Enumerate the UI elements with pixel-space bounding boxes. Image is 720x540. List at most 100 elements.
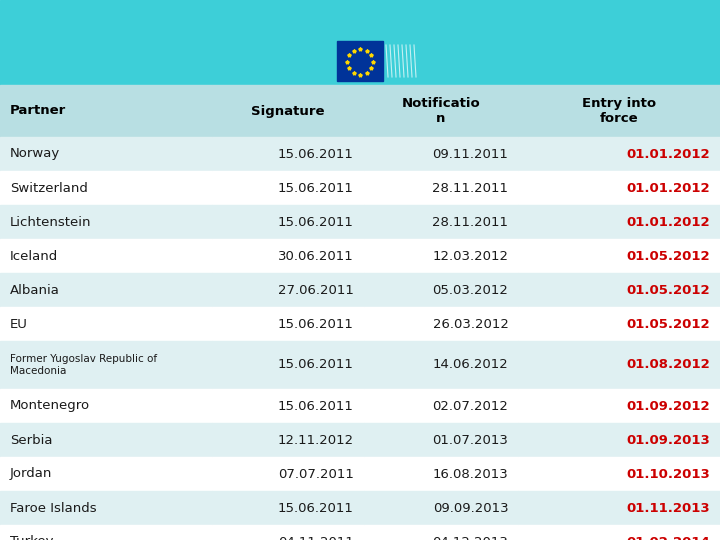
- Bar: [0, 0, 720, 85]
- Bar: [518, 171, 720, 205]
- Text: 01.05.2012: 01.05.2012: [626, 284, 710, 296]
- Bar: [0, 457, 212, 491]
- Bar: [364, 205, 518, 239]
- Bar: [0, 273, 212, 307]
- Bar: [518, 389, 720, 423]
- Text: Switzerland: Switzerland: [10, 181, 88, 194]
- Text: Faroe Islands: Faroe Islands: [10, 502, 96, 515]
- Text: 12.03.2012: 12.03.2012: [433, 249, 508, 262]
- Text: 01.02.2014: 01.02.2014: [626, 536, 710, 540]
- Text: Montenegro: Montenegro: [10, 400, 90, 413]
- Bar: [364, 273, 518, 307]
- Text: Jordan: Jordan: [10, 468, 53, 481]
- Bar: [212, 457, 364, 491]
- Bar: [0, 423, 212, 457]
- Bar: [364, 457, 518, 491]
- Text: 02.07.2012: 02.07.2012: [433, 400, 508, 413]
- Bar: [212, 491, 364, 525]
- Text: 15.06.2011: 15.06.2011: [278, 147, 354, 160]
- Text: 09.11.2011: 09.11.2011: [433, 147, 508, 160]
- Bar: [364, 171, 518, 205]
- Bar: [518, 341, 720, 389]
- Bar: [0, 307, 212, 341]
- Bar: [0, 389, 212, 423]
- Bar: [212, 423, 364, 457]
- Text: 09.09.2013: 09.09.2013: [433, 502, 508, 515]
- Text: Norway: Norway: [10, 147, 60, 160]
- Bar: [0, 341, 212, 389]
- Bar: [364, 239, 518, 273]
- Text: 01.09.2013: 01.09.2013: [626, 434, 710, 447]
- Text: 05.03.2012: 05.03.2012: [433, 284, 508, 296]
- Bar: [212, 273, 364, 307]
- Text: 01.08.2012: 01.08.2012: [626, 359, 710, 372]
- Text: 14.06.2012: 14.06.2012: [433, 359, 508, 372]
- Bar: [0, 205, 212, 239]
- Text: 15.06.2011: 15.06.2011: [278, 502, 354, 515]
- Bar: [364, 137, 518, 171]
- Bar: [364, 341, 518, 389]
- Bar: [337, 41, 383, 81]
- Bar: [364, 389, 518, 423]
- Bar: [518, 491, 720, 525]
- Bar: [212, 239, 364, 273]
- Text: 15.06.2011: 15.06.2011: [278, 359, 354, 372]
- Text: 01.01.2012: 01.01.2012: [626, 215, 710, 228]
- Bar: [364, 307, 518, 341]
- Text: Signature: Signature: [251, 105, 325, 118]
- Text: 30.06.2011: 30.06.2011: [278, 249, 354, 262]
- Text: 16.08.2013: 16.08.2013: [433, 468, 508, 481]
- Bar: [212, 525, 364, 540]
- Bar: [518, 85, 720, 137]
- Text: 04.12.2013: 04.12.2013: [433, 536, 508, 540]
- Bar: [518, 205, 720, 239]
- Bar: [212, 85, 364, 137]
- Bar: [518, 457, 720, 491]
- Text: Notificatio
n: Notificatio n: [402, 97, 480, 125]
- Bar: [364, 491, 518, 525]
- Text: 01.10.2013: 01.10.2013: [626, 468, 710, 481]
- Text: 01.05.2012: 01.05.2012: [626, 318, 710, 330]
- Bar: [0, 239, 212, 273]
- Bar: [364, 85, 518, 137]
- Text: Former Yugoslav Republic of
Macedonia: Former Yugoslav Republic of Macedonia: [10, 354, 157, 376]
- Bar: [0, 491, 212, 525]
- Bar: [212, 137, 364, 171]
- Bar: [518, 137, 720, 171]
- Bar: [518, 423, 720, 457]
- Text: 01.09.2012: 01.09.2012: [626, 400, 710, 413]
- Text: Iceland: Iceland: [10, 249, 58, 262]
- Bar: [212, 389, 364, 423]
- Bar: [0, 171, 212, 205]
- Text: 15.06.2011: 15.06.2011: [278, 181, 354, 194]
- Text: Partner: Partner: [10, 105, 66, 118]
- Bar: [212, 341, 364, 389]
- Text: EU: EU: [10, 318, 28, 330]
- Text: 01.05.2012: 01.05.2012: [626, 249, 710, 262]
- Bar: [518, 525, 720, 540]
- Text: 01.01.2012: 01.01.2012: [626, 147, 710, 160]
- Bar: [0, 525, 212, 540]
- Bar: [364, 525, 518, 540]
- Bar: [364, 423, 518, 457]
- Text: 01.07.2013: 01.07.2013: [433, 434, 508, 447]
- Text: Serbia: Serbia: [10, 434, 53, 447]
- Bar: [518, 307, 720, 341]
- Text: 15.06.2011: 15.06.2011: [278, 215, 354, 228]
- Text: Lichtenstein: Lichtenstein: [10, 215, 91, 228]
- Text: 12.11.2012: 12.11.2012: [277, 434, 354, 447]
- Text: 07.07.2011: 07.07.2011: [278, 468, 354, 481]
- Text: 15.06.2011: 15.06.2011: [278, 400, 354, 413]
- Text: Turkey: Turkey: [10, 536, 53, 540]
- Text: 01.11.2013: 01.11.2013: [626, 502, 710, 515]
- Bar: [212, 171, 364, 205]
- Bar: [518, 239, 720, 273]
- Text: 27.06.2011: 27.06.2011: [278, 284, 354, 296]
- Text: 04.11.2011: 04.11.2011: [278, 536, 354, 540]
- Bar: [0, 85, 212, 137]
- Text: 28.11.2011: 28.11.2011: [433, 215, 508, 228]
- Bar: [212, 307, 364, 341]
- Text: 01.01.2012: 01.01.2012: [626, 181, 710, 194]
- Bar: [0, 137, 212, 171]
- Text: Entry into
force: Entry into force: [582, 97, 656, 125]
